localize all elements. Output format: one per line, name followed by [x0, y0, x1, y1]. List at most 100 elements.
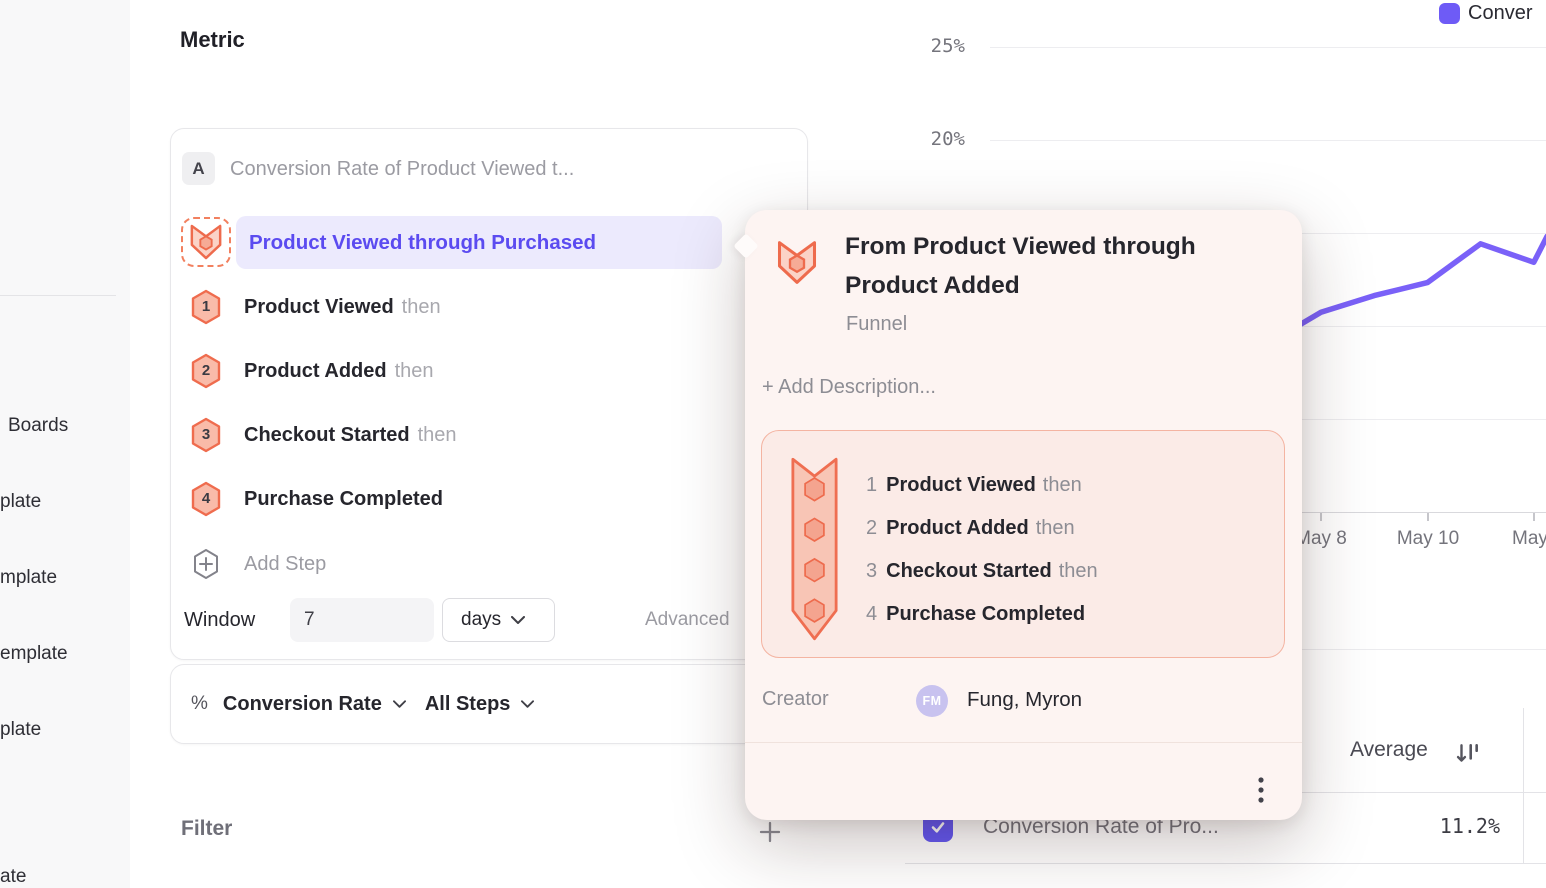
step-name: Purchase Completed	[886, 602, 1086, 625]
step-then-label: then	[401, 295, 441, 318]
window-value-input[interactable]	[290, 598, 434, 642]
selected-event-label: Product Viewed through Purchased	[249, 231, 597, 254]
table-row-label[interactable]: Conversion Rate of Pro...	[983, 815, 1219, 838]
funnel-preview-card: 1 Product Viewed then 2 Product Added th…	[761, 430, 1285, 658]
kebab-menu-icon[interactable]	[1253, 776, 1269, 806]
step-name: Purchase Completed	[244, 487, 443, 510]
measure-card: % Conversion Rate All Steps	[170, 664, 808, 744]
step-name: Product Viewed	[886, 473, 1036, 496]
step-number: 2	[866, 516, 878, 539]
metric-editor-panel: Metric A Conversion Rate of Product View…	[130, 0, 843, 888]
percent-icon: %	[191, 693, 208, 714]
popover-title: From Product Viewed through Product Adde…	[845, 233, 1196, 299]
selected-event-pill[interactable]: Product Viewed through Purchased	[236, 216, 722, 269]
step-number: 1	[201, 298, 211, 315]
y-tick-25: 25%	[930, 35, 965, 57]
sidebar-item-boards[interactable]: Boards	[8, 415, 69, 436]
add-description-link[interactable]: + Add Description...	[762, 376, 936, 398]
window-unit-value: days	[461, 609, 502, 630]
window-unit-select[interactable]: days	[442, 598, 555, 642]
axis-tick	[1533, 513, 1535, 521]
funnel-event-icon-button[interactable]	[181, 217, 231, 267]
funnel-step-row-2[interactable]: 2 Product Added then	[190, 353, 434, 389]
add-filter-button[interactable]	[756, 818, 784, 846]
metric-heading: Metric	[180, 27, 245, 52]
step-number: 4	[201, 490, 211, 507]
funnel-step-row-4[interactable]: 4 Purchase Completed	[190, 481, 451, 517]
step-then-label: then	[1058, 559, 1098, 582]
sidebar-item-template-4[interactable]: plate	[0, 719, 42, 740]
funnel-step-row-1[interactable]: 1 Product Viewed then	[190, 289, 441, 325]
funnel-shield-icon	[190, 224, 222, 260]
series-title[interactable]: Conversion Rate of Product Viewed t...	[230, 158, 575, 180]
axis-tick	[1320, 513, 1322, 521]
sidebar-item-template-2[interactable]: mplate	[0, 567, 58, 588]
x-tick-may8: May 8	[1295, 528, 1347, 549]
check-icon	[931, 822, 945, 833]
chevron-down-icon[interactable]	[392, 699, 406, 709]
sidebar-item-template-3[interactable]: emplate	[0, 643, 68, 664]
y-tick-20: 20%	[930, 128, 965, 150]
step-name: Product Viewed	[244, 295, 394, 318]
table-row-border	[905, 863, 1546, 864]
step-name: Product Added	[244, 359, 387, 382]
step-4-hexagon-icon: 4	[190, 481, 222, 517]
step-name: Checkout Started	[886, 559, 1052, 582]
step-then-label: then	[1042, 473, 1082, 496]
step-number: 4	[866, 602, 878, 625]
step-number: 3	[866, 559, 878, 582]
step-number: 1	[866, 473, 878, 496]
popover-type-label: Funnel	[846, 313, 908, 335]
step-3-hexagon-icon: 3	[190, 417, 222, 453]
popover-footer-divider	[745, 742, 1302, 743]
gridline-20	[990, 140, 1546, 141]
step-number: 2	[201, 362, 211, 379]
add-step-label: Add Step	[244, 552, 327, 575]
conversion-line	[1290, 233, 1546, 332]
step-2-hexagon-icon: 2	[190, 353, 222, 389]
funnel-shield-icon	[777, 241, 817, 284]
table-column-border	[1523, 708, 1524, 863]
axis-tick	[1427, 513, 1429, 521]
popover-step-1: 1 Product Viewed then	[866, 471, 1082, 499]
step-1-hexagon-icon: 1	[190, 289, 222, 325]
step-then-label: then	[394, 359, 434, 382]
funnel-step-row-3[interactable]: 3 Checkout Started then	[190, 417, 457, 453]
chevron-down-icon	[511, 615, 526, 624]
creator-name: Fung, Myron	[967, 688, 1083, 711]
average-column-header[interactable]: Average	[1350, 738, 1428, 761]
legend-swatch[interactable]	[1439, 3, 1460, 24]
x-tick-may10: May 10	[1396, 528, 1460, 549]
sidebar-divider	[0, 295, 116, 296]
measure-type-dropdown[interactable]: Conversion Rate	[222, 692, 382, 715]
step-then-label: then	[1035, 516, 1075, 539]
add-step-button[interactable]: Add Step	[190, 548, 326, 580]
legend-label[interactable]: Conver	[1468, 2, 1533, 24]
step-then-label: then	[417, 423, 457, 446]
step-name: Checkout Started	[244, 423, 410, 446]
x-tick-may12: May	[1512, 528, 1546, 549]
conversion-rate-line-chart	[1290, 233, 1546, 332]
steps-scope-dropdown[interactable]: All Steps	[424, 692, 511, 715]
filter-heading: Filter	[181, 817, 233, 840]
funnel-ribbon-icon	[791, 457, 838, 641]
left-sidebar: Boards plate mplate emplate plate ate	[0, 0, 131, 888]
advanced-link[interactable]: Advanced	[645, 609, 730, 630]
add-step-hexagon-plus-icon	[190, 548, 222, 580]
creator-avatar: FM	[916, 685, 948, 717]
chevron-down-icon[interactable]	[521, 699, 535, 709]
sort-descending-icon[interactable]	[1455, 741, 1481, 767]
creator-label: Creator	[762, 688, 829, 710]
metric-details-popover: From Product Viewed through Product Adde…	[733, 210, 1302, 820]
sidebar-item-template-5[interactable]: ate	[0, 866, 27, 887]
step-number: 3	[201, 426, 211, 443]
metric-definition-card: A Conversion Rate of Product Viewed t...…	[170, 128, 808, 660]
series-a-badge[interactable]: A	[182, 152, 215, 185]
window-label: Window	[184, 609, 256, 631]
step-name: Product Added	[886, 516, 1029, 539]
popover-step-3: 3 Checkout Started then	[866, 557, 1098, 585]
sidebar-item-template-1[interactable]: plate	[0, 491, 42, 512]
popover-step-4: 4 Purchase Completed	[866, 600, 1092, 628]
gridline-25	[990, 47, 1546, 48]
